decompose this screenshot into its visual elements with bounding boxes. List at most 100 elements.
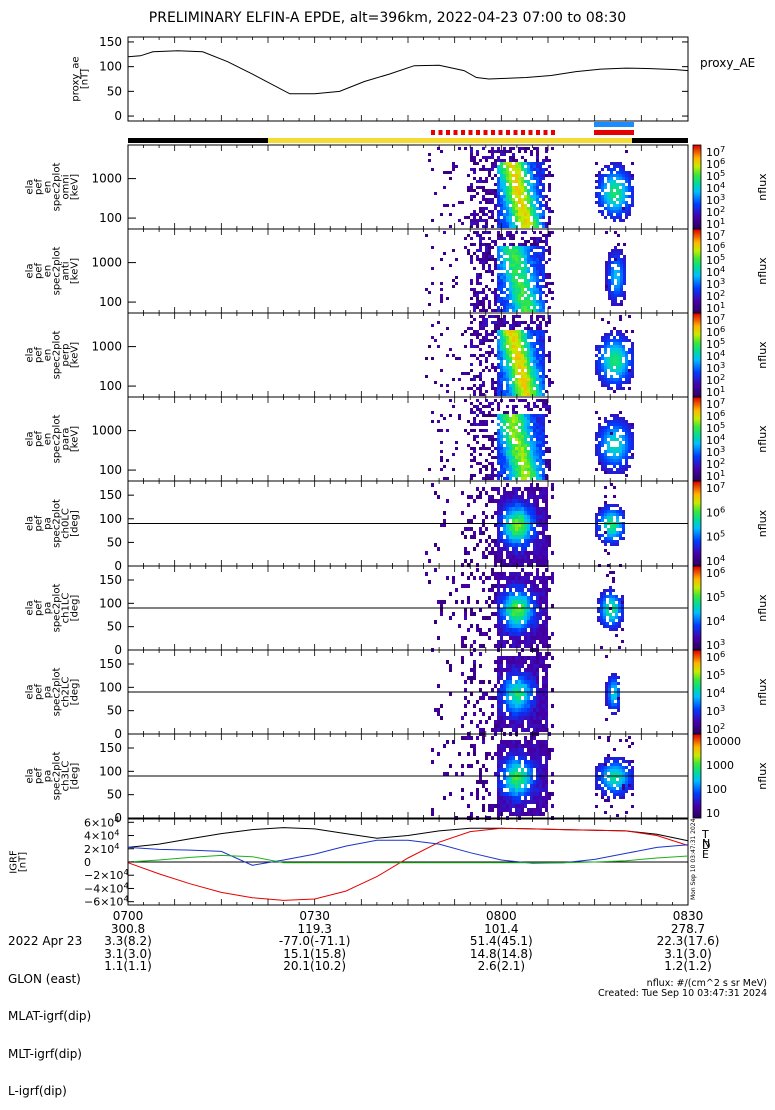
en_omni-cell (500, 159, 503, 162)
en_perp-cell (470, 333, 473, 336)
en_perp-cell (521, 363, 524, 366)
en_perp-cell (548, 369, 551, 372)
pa_ch1-cell (539, 588, 542, 592)
pa_ch1-cell (503, 576, 506, 580)
en_omni-cell (622, 198, 625, 201)
pa_ch1-cell (539, 576, 542, 580)
en_perp-cell (601, 336, 604, 339)
en_para-cell (524, 447, 527, 450)
en_perp-cell (595, 360, 598, 363)
pa_ch0-cell (533, 539, 536, 543)
en_omni-cell (536, 183, 539, 186)
pa_ch0-cell (518, 551, 521, 555)
en_perp-cell (530, 342, 533, 345)
en_para-cell (610, 450, 613, 453)
en_para-cell (506, 459, 509, 462)
en_para-cell (494, 432, 497, 435)
en_perp-cell (619, 363, 622, 366)
pa_ch1-cell (603, 595, 606, 598)
pa_ch1-cell (488, 636, 491, 640)
en_perp-cell (616, 360, 619, 363)
pa_ch0-cell (509, 559, 512, 563)
en_omni-cell (530, 210, 533, 213)
en_perp-cell (527, 336, 530, 339)
en_omni-cell (473, 189, 476, 192)
en_omni-cell (622, 189, 625, 192)
en_anti-cell (536, 261, 539, 264)
en_omni-cell (473, 162, 476, 165)
en_perp-cell (616, 345, 619, 348)
en_omni-cell (601, 180, 604, 183)
en_para-cell (494, 456, 497, 459)
en_para-cell (509, 441, 512, 444)
en_omni-cell (527, 198, 530, 201)
en_perp-cell (518, 330, 521, 333)
en_omni-cell (601, 177, 604, 180)
en_perp-cell (548, 315, 551, 318)
en_omni-cell (625, 216, 628, 219)
en_para-cell (536, 447, 539, 450)
en_perp-cell (631, 354, 634, 357)
en_omni-cell (527, 213, 530, 216)
pa_ch2-cell (479, 696, 482, 700)
pa_ch1-cell (603, 604, 606, 607)
en_perp-cell (539, 393, 542, 396)
en_perp-cell (536, 363, 539, 366)
en_para-cell (607, 444, 610, 447)
en_anti-cell (482, 231, 485, 234)
pa_ch1-cell (512, 624, 515, 628)
en_para-cell (625, 435, 628, 438)
en_perp-cell (527, 345, 530, 348)
en_anti-cell (482, 261, 485, 264)
pa_ch2-cell (500, 660, 503, 664)
pa_ch0-cell (536, 495, 539, 499)
pa_ch0-cell (446, 499, 449, 503)
en_anti-cell (545, 261, 548, 264)
en_para-cell (539, 468, 542, 471)
en_omni-cell (598, 192, 601, 195)
pa_ch0-cell (548, 543, 551, 547)
en_perp-cell (494, 315, 497, 318)
en_omni-cell (428, 159, 431, 162)
en_anti-cell (488, 264, 491, 267)
en_para-cell (595, 444, 598, 447)
pa_ch2-cell (497, 724, 500, 728)
pa_ch0-cell (515, 503, 518, 507)
en_omni-cell (521, 180, 524, 183)
pa_ch0-cell (524, 511, 527, 515)
en_anti-cell (512, 300, 515, 303)
pa_ch0-cell (509, 511, 512, 515)
en_anti-cell (500, 264, 503, 267)
en_para-cell (521, 441, 524, 444)
en_perp-cell (506, 384, 509, 387)
en_omni-cell (604, 165, 607, 168)
en_omni-cell (515, 168, 518, 171)
en_omni-cell (548, 198, 551, 201)
en_anti-cell (473, 267, 476, 270)
en_omni-cell (494, 159, 497, 162)
en_omni-cell (452, 165, 455, 168)
pa_ch0-cell (610, 510, 613, 513)
en_omni-cell (485, 159, 488, 162)
pa_ch0-cell (545, 503, 548, 507)
en_anti-cell (536, 237, 539, 240)
en_omni-cell (610, 195, 613, 198)
en_omni-cell (497, 177, 500, 180)
en_perp-cell (446, 354, 449, 357)
en_perp-cell (616, 354, 619, 357)
en_anti-cell (536, 291, 539, 294)
en_anti-cell (524, 285, 527, 288)
en_para-cell (616, 450, 619, 453)
en_para-cell (503, 468, 506, 471)
en_anti-cell (623, 264, 626, 267)
pa_ch0-cell (601, 516, 604, 519)
en_perp-cell (604, 360, 607, 363)
fast-survey-mark (484, 130, 488, 135)
pa_ch1-cell (515, 632, 518, 636)
en_para-cell (601, 432, 604, 435)
en_perp-cell (506, 321, 509, 324)
en_perp-cell (595, 354, 598, 357)
en_anti-cell (527, 255, 530, 258)
en_anti-cell (470, 288, 473, 291)
